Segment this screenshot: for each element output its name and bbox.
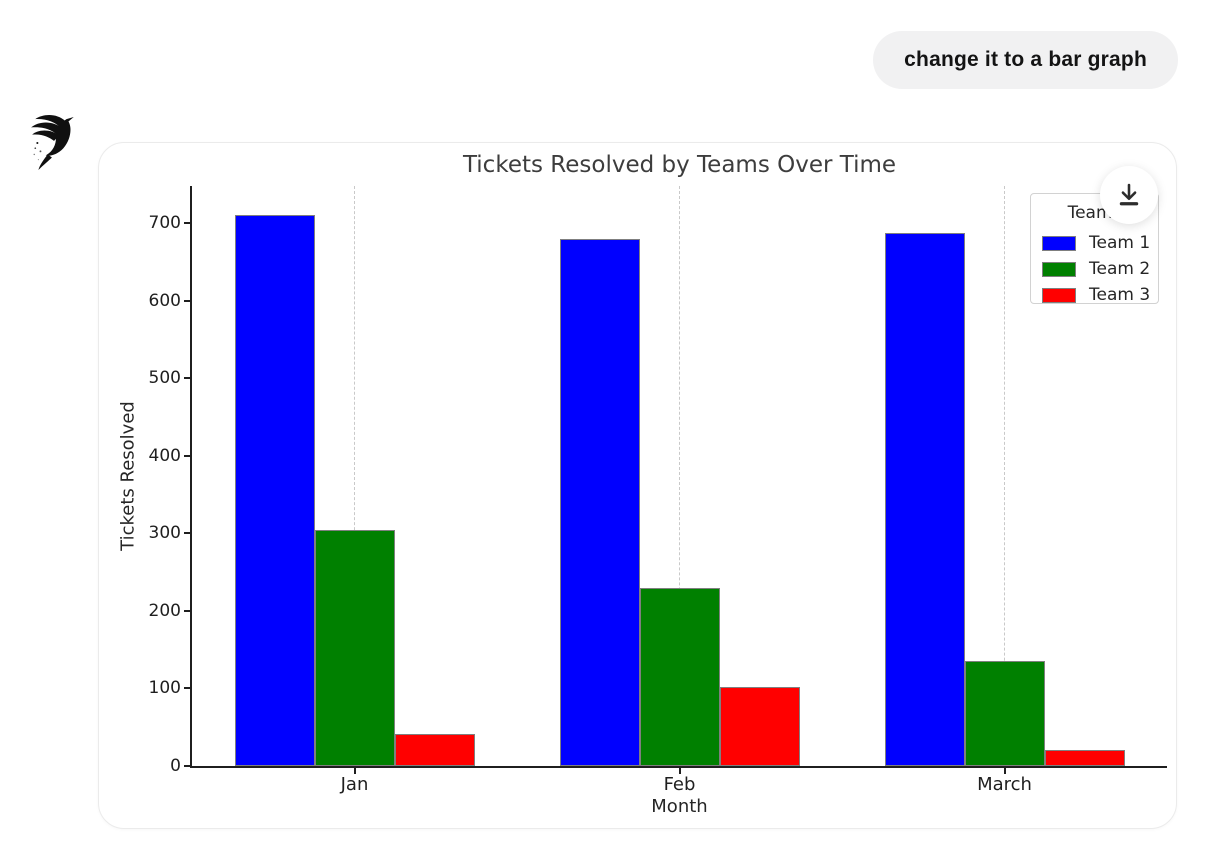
bar-team3-march: [1044, 750, 1125, 766]
bar-team2-march: [964, 660, 1045, 766]
chart-card: Tickets Resolved by Teams Over Time Tick…: [98, 142, 1177, 829]
y-tick-mark: [184, 765, 192, 767]
bird-logo-svg: [31, 115, 74, 171]
bar-team1-march: [884, 232, 965, 766]
y-tick-mark: [184, 299, 192, 302]
legend-label: Team 1: [1089, 233, 1151, 253]
x-tick-mark: [1003, 766, 1006, 774]
y-tick-mark: [184, 377, 192, 380]
y-tick-mark: [184, 609, 192, 612]
legend-entries: Team 1 Team 2 Team 3: [1031, 230, 1158, 308]
bar-team1-feb: [559, 238, 640, 766]
legend-swatch: [1042, 287, 1076, 303]
x-tick-mark: [678, 766, 681, 774]
download-button[interactable]: [1100, 166, 1158, 224]
y-tick-label: 0: [170, 756, 181, 776]
legend-entry: Team 1: [1031, 230, 1158, 256]
user-message-bubble: change it to a bar graph: [873, 31, 1178, 89]
user-message-text: change it to a bar graph: [904, 48, 1147, 71]
bar-team2-jan: [314, 529, 395, 766]
y-tick-label: 700: [148, 213, 181, 234]
x-tick-label: March: [977, 774, 1032, 795]
y-tick-mark: [184, 532, 192, 535]
bird-logo-icon: [28, 110, 80, 176]
y-tick-label: 200: [148, 600, 181, 621]
download-icon: [1119, 183, 1139, 206]
gridline: [354, 186, 355, 766]
legend-swatch: [1042, 235, 1076, 251]
y-tick-label: 300: [148, 523, 181, 544]
chart-title: Tickets Resolved by Teams Over Time: [462, 152, 897, 178]
bar-team1-jan: [234, 215, 315, 766]
y-tick-label: 400: [148, 445, 181, 466]
y-axis-spine: [190, 186, 192, 768]
plot-area: [192, 186, 1167, 766]
legend-label: Team 2: [1089, 259, 1151, 279]
legend-label: Team 3: [1089, 285, 1151, 305]
y-tick-mark: [184, 454, 192, 457]
gridline: [679, 186, 680, 766]
x-tick-label: Feb: [663, 774, 696, 795]
legend-swatch: [1042, 261, 1076, 277]
legend-entry: Team 2: [1031, 256, 1158, 282]
gridline: [1004, 186, 1005, 766]
y-tick-mark: [184, 687, 192, 690]
bar-team2-feb: [639, 587, 720, 766]
bar-team3-feb: [719, 686, 800, 766]
bar-team3-jan: [394, 734, 475, 766]
y-tick-label: 100: [148, 678, 181, 699]
x-tick-mark: [353, 766, 356, 774]
y-tick-label: 600: [148, 290, 181, 311]
y-tick-mark: [184, 222, 192, 225]
legend-entry: Team 3: [1031, 282, 1158, 308]
y-tick-label: 500: [148, 368, 181, 389]
x-axis-label: Month: [651, 796, 708, 817]
bar-chart: Tickets Resolved by Teams Over Time Tick…: [99, 143, 1176, 828]
x-tick-label: Jan: [340, 774, 369, 795]
